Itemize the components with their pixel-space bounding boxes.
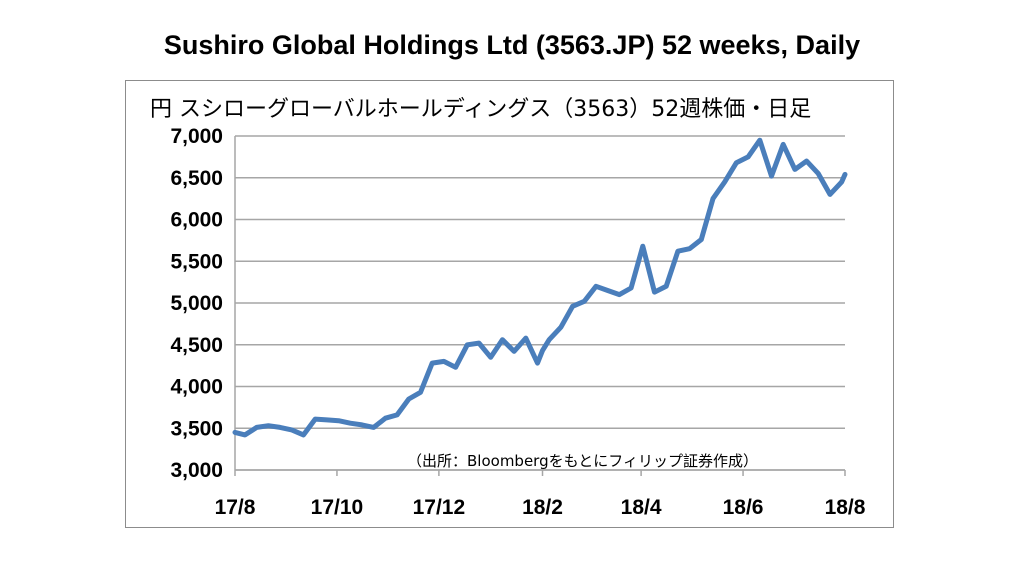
y-tick-label: 6,500 — [170, 167, 223, 190]
y-tick-label: 5,500 — [170, 250, 223, 273]
chart-frame — [125, 80, 894, 528]
x-tick-label: 18/4 — [621, 496, 662, 519]
y-tick-label: 3,500 — [170, 417, 223, 440]
x-axis-ticks: 17/8 17/10 17/12 18/2 18/4 18/6 18/8 — [215, 470, 866, 519]
source-note: （出所：Bloombergをもとにフィリップ証券作成） — [407, 452, 758, 470]
y-axis-ticks: 3,000 3,500 4,000 4,500 5,000 5,500 6,000 6,500… — [170, 125, 223, 482]
x-tick-label: 18/6 — [723, 496, 764, 519]
y-tick-label: 4,000 — [170, 376, 223, 399]
y-tick-label: 6,000 — [170, 209, 223, 232]
x-tick-label: 18/8 — [825, 496, 866, 519]
chart-title: Sushiro Global Holdings Ltd (3563.JP) 52… — [163, 30, 861, 60]
x-tick-label: 18/2 — [522, 496, 563, 519]
y-tick-label: 5,000 — [170, 292, 223, 315]
price-line — [232, 137, 848, 438]
x-tick-label: 17/12 — [413, 496, 466, 519]
x-tick-label: 17/10 — [311, 496, 364, 519]
chart-subtitle: 円 スシローグローバルホールディングス（3563）52週株価・日足 — [150, 97, 812, 122]
y-tick-label: 3,000 — [170, 459, 223, 482]
y-tick-label: 4,500 — [170, 334, 223, 357]
x-tick-label: 17/8 — [215, 496, 256, 519]
y-tick-label: 7,000 — [170, 125, 223, 148]
